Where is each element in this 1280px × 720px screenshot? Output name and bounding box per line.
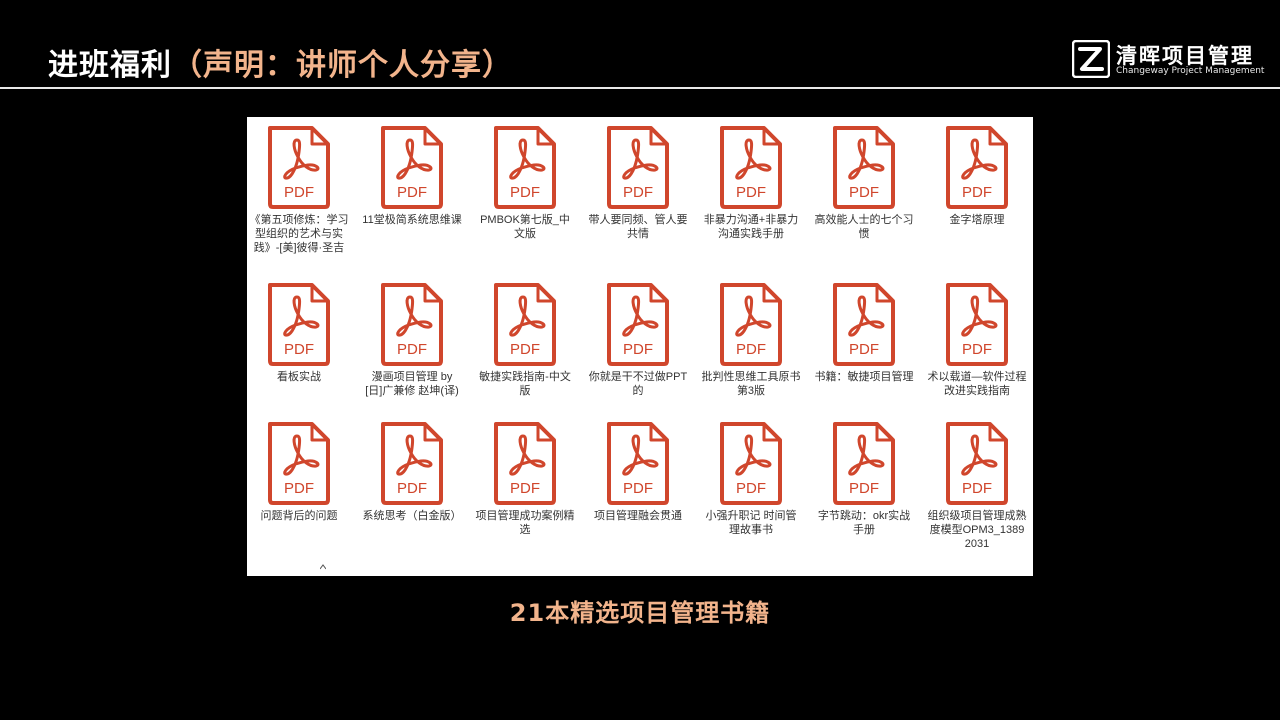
file-item[interactable]: PDF 高效能人士的七个习惯 bbox=[808, 124, 920, 241]
file-item[interactable]: PDF 小强升职记 时间管理故事书 bbox=[695, 420, 807, 537]
pdf-icon-text: PDF bbox=[397, 341, 427, 358]
pdf-file-icon: PDF bbox=[946, 283, 1008, 366]
file-label: 高效能人士的七个习惯 bbox=[814, 214, 914, 240]
pdf-file-icon: PDF bbox=[946, 126, 1008, 209]
file-label: 项目管理融会贯通 bbox=[594, 510, 682, 522]
pdf-icon-text: PDF bbox=[284, 184, 314, 201]
file-label: 《第五项修炼：学习型组织的艺术与实践》-[美]彼得·圣吉 bbox=[249, 214, 349, 254]
file-item[interactable]: PDF 非暴力沟通+非暴力沟通实践手册 bbox=[695, 124, 807, 241]
file-item[interactable]: PDF 书籍：敏捷项目管理 bbox=[808, 281, 920, 384]
pdf-icon-text: PDF bbox=[623, 341, 653, 358]
file-item[interactable]: PDF 术以载道—软件过程改进实践指南 bbox=[921, 281, 1033, 398]
file-item[interactable]: PDF 《第五项修炼：学习型组织的艺术与实践》-[美]彼得·圣吉 bbox=[243, 124, 355, 255]
pdf-icon-text: PDF bbox=[736, 184, 766, 201]
pdf-file-icon: PDF bbox=[494, 422, 556, 505]
changeway-logo-icon bbox=[1072, 40, 1110, 78]
pdf-file-icon: PDF bbox=[720, 283, 782, 366]
pdf-file-icon: PDF bbox=[381, 126, 443, 209]
file-label: 带人要同频、管人要共情 bbox=[588, 214, 688, 240]
file-item[interactable]: PDF 项目管理融会贯通 bbox=[582, 420, 694, 523]
brand-name-cn: 清晖项目管理 bbox=[1116, 44, 1254, 68]
file-label: 书籍：敏捷项目管理 bbox=[814, 371, 914, 383]
file-label: 字节跳动：okr实战手册 bbox=[817, 510, 911, 536]
title-main: 进班福利 bbox=[48, 48, 172, 83]
pdf-file-icon: PDF bbox=[494, 283, 556, 366]
file-browser-panel: PDF 《第五项修炼：学习型组织的艺术与实践》-[美]彼得·圣吉 PDF 11堂极简系… bbox=[247, 117, 1033, 576]
file-label: 组织级项目管理成熟度模型OPM3_13892031 bbox=[927, 510, 1027, 550]
caption: 21本精选项目管理书籍 bbox=[509, 599, 771, 627]
file-label: 系统思考（白金版） bbox=[362, 510, 462, 522]
pdf-icon-text: PDF bbox=[397, 184, 427, 201]
file-item[interactable]: PDF 11堂极简系统思维课 bbox=[356, 124, 468, 227]
pdf-icon-text: PDF bbox=[623, 480, 653, 497]
pdf-icon-text: PDF bbox=[849, 341, 879, 358]
file-item[interactable]: PDF 漫画项目管理 by [日]广兼修 赵坤(译) bbox=[356, 281, 468, 398]
file-label: 敏捷实践指南-中文版 bbox=[479, 371, 571, 397]
file-item[interactable]: PDF 带人要同频、管人要共情 bbox=[582, 124, 694, 241]
brand-name-en: Changeway Project Management bbox=[1116, 66, 1265, 76]
pdf-icon-text: PDF bbox=[510, 341, 540, 358]
file-label: 漫画项目管理 by [日]广兼修 赵坤(译) bbox=[365, 371, 459, 397]
file-label: 小强升职记 时间管理故事书 bbox=[705, 510, 797, 536]
pdf-file-icon: PDF bbox=[494, 126, 556, 209]
file-item[interactable]: PDF 敏捷实践指南-中文版 bbox=[469, 281, 581, 398]
file-item[interactable]: PDF 看板实战 bbox=[243, 281, 355, 384]
pdf-file-icon: PDF bbox=[268, 283, 330, 366]
file-label: 项目管理成功案例精选 bbox=[475, 510, 575, 536]
pdf-icon-text: PDF bbox=[623, 184, 653, 201]
title-sub: （声明：讲师个人分享） bbox=[172, 48, 513, 83]
file-label: 你就是干不过做PPT的 bbox=[588, 371, 688, 397]
pdf-icon-text: PDF bbox=[962, 341, 992, 358]
file-item[interactable]: PDF 金字塔原理 bbox=[921, 124, 1033, 227]
pdf-icon-text: PDF bbox=[284, 341, 314, 358]
pdf-file-icon: PDF bbox=[607, 283, 669, 366]
file-label: 术以载道—软件过程改进实践指南 bbox=[927, 371, 1027, 397]
file-label: 非暴力沟通+非暴力沟通实践手册 bbox=[703, 214, 799, 240]
pdf-icon-text: PDF bbox=[736, 341, 766, 358]
file-item[interactable]: PDF 系统思考（白金版） bbox=[356, 420, 468, 523]
pdf-file-icon: PDF bbox=[381, 283, 443, 366]
pdf-file-icon: PDF bbox=[833, 126, 895, 209]
pdf-icon-text: PDF bbox=[849, 184, 879, 201]
header-divider bbox=[0, 87, 1280, 89]
file-label: 问题背后的问题 bbox=[260, 510, 338, 522]
file-label: 批判性思维工具原书第3版 bbox=[701, 371, 801, 397]
pdf-icon-text: PDF bbox=[510, 184, 540, 201]
file-item[interactable]: PDF PMBOK第七版_中文版 bbox=[469, 124, 581, 241]
pdf-file-icon: PDF bbox=[268, 126, 330, 209]
file-item[interactable]: PDF 字节跳动：okr实战手册 bbox=[808, 420, 920, 537]
pdf-icon-text: PDF bbox=[962, 480, 992, 497]
pdf-file-icon: PDF bbox=[607, 126, 669, 209]
file-item[interactable]: PDF 批判性思维工具原书第3版 bbox=[695, 281, 807, 398]
caret-icon bbox=[319, 555, 327, 570]
file-label: 看板实战 bbox=[277, 371, 321, 383]
pdf-file-icon: PDF bbox=[833, 283, 895, 366]
file-label: 金字塔原理 bbox=[949, 214, 1005, 226]
pdf-file-icon: PDF bbox=[946, 422, 1008, 505]
pdf-file-icon: PDF bbox=[607, 422, 669, 505]
file-item[interactable]: PDF 问题背后的问题 bbox=[243, 420, 355, 523]
file-label: PMBOK第七版_中文版 bbox=[480, 214, 570, 240]
pdf-icon-text: PDF bbox=[736, 480, 766, 497]
pdf-icon-text: PDF bbox=[397, 480, 427, 497]
pdf-file-icon: PDF bbox=[268, 422, 330, 505]
pdf-file-icon: PDF bbox=[720, 422, 782, 505]
file-item[interactable]: PDF 组织级项目管理成熟度模型OPM3_13892031 bbox=[921, 420, 1033, 551]
page-title: 进班福利（声明：讲师个人分享） bbox=[48, 40, 513, 84]
file-item[interactable]: PDF 项目管理成功案例精选 bbox=[469, 420, 581, 537]
pdf-file-icon: PDF bbox=[720, 126, 782, 209]
pdf-icon-text: PDF bbox=[849, 480, 879, 497]
pdf-file-icon: PDF bbox=[833, 422, 895, 505]
pdf-icon-text: PDF bbox=[510, 480, 540, 497]
brand-logo: 清晖项目管理 Changeway Project Management bbox=[1072, 40, 1265, 80]
file-item[interactable]: PDF 你就是干不过做PPT的 bbox=[582, 281, 694, 398]
file-label: 11堂极简系统思维课 bbox=[362, 214, 462, 226]
pdf-icon-text: PDF bbox=[962, 184, 992, 201]
pdf-file-icon: PDF bbox=[381, 422, 443, 505]
pdf-icon-text: PDF bbox=[284, 480, 314, 497]
